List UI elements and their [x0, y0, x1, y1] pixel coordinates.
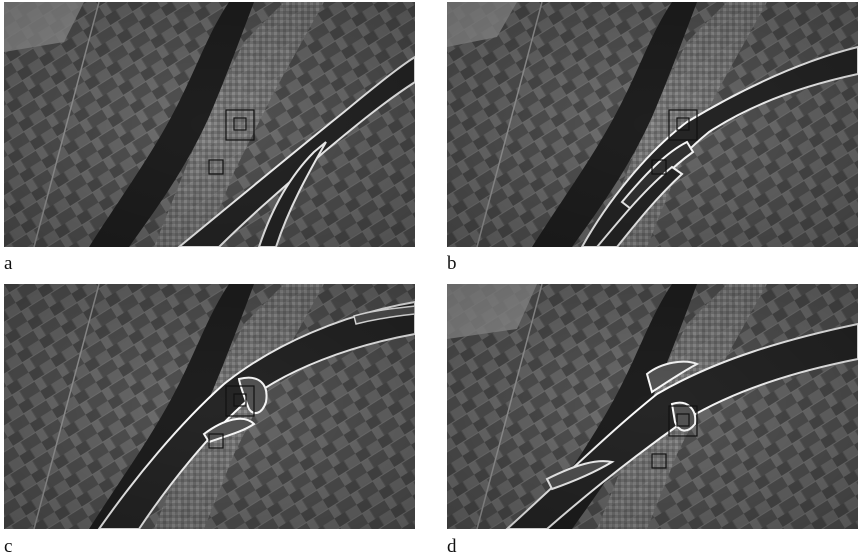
panel-label-a: a: [4, 253, 13, 274]
panel-label-d: d: [447, 536, 457, 557]
satellite-image-c: [4, 284, 415, 529]
satellite-image-d: [447, 284, 858, 529]
map-panel-d: [447, 284, 858, 529]
map-panel-a: [4, 2, 415, 247]
panel-label-b: b: [447, 253, 457, 274]
map-panel-b: [447, 2, 858, 247]
satellite-image-b: [447, 2, 858, 247]
map-panel-c: [4, 284, 415, 529]
satellite-image-a: [4, 2, 415, 247]
panel-label-c: c: [4, 536, 13, 557]
